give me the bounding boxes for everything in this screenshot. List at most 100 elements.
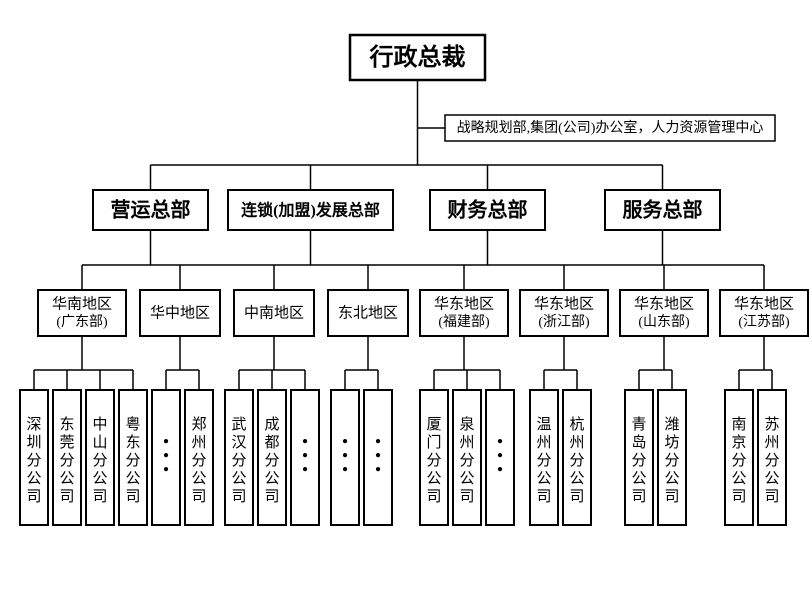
svg-text:司: 司	[536, 489, 551, 505]
svg-text:潍: 潍	[664, 416, 679, 433]
svg-text:司: 司	[764, 489, 779, 505]
svg-text:司: 司	[459, 489, 474, 505]
svg-text:州: 州	[459, 435, 474, 451]
ellipsis: •	[163, 460, 169, 480]
svg-text:州: 州	[569, 435, 584, 451]
branch-label: 青岛分公司	[631, 416, 646, 505]
svg-text:分: 分	[569, 452, 584, 469]
branch-label: 武汉分公司	[231, 416, 246, 505]
hq-label: 服务总部	[623, 198, 703, 222]
svg-text:分: 分	[26, 452, 41, 469]
side-label: 战略规划部,集团(公司)办公室，人力资源管理中心	[457, 119, 764, 136]
ellipsis: •	[342, 460, 348, 480]
ellipsis: •	[302, 460, 308, 480]
svg-text:东: 东	[125, 434, 140, 451]
region-sublabel: (浙江部)	[538, 314, 590, 330]
region-label: 华东地区	[534, 295, 594, 312]
svg-text:分: 分	[264, 452, 279, 469]
svg-text:都: 都	[264, 434, 279, 451]
svg-text:深: 深	[26, 416, 41, 433]
svg-text:岛: 岛	[631, 434, 646, 451]
svg-text:司: 司	[631, 489, 646, 505]
svg-text:中: 中	[92, 416, 107, 433]
svg-text:坊: 坊	[664, 434, 679, 451]
svg-text:分: 分	[664, 452, 679, 469]
branch-label: 东莞分公司	[59, 416, 74, 505]
hq-label: 连锁(加盟)发展总部	[241, 201, 380, 220]
svg-text:杭: 杭	[569, 416, 584, 433]
region-label: 华中地区	[150, 304, 210, 321]
svg-text:郑: 郑	[191, 416, 206, 433]
region-label: 华东地区	[634, 295, 694, 312]
svg-text:司: 司	[26, 489, 41, 505]
region-label: 华南地区	[52, 295, 112, 312]
svg-text:青: 青	[631, 416, 646, 433]
hq-label: 财务总部	[448, 198, 528, 222]
svg-text:南: 南	[731, 416, 746, 433]
svg-text:州: 州	[764, 435, 779, 451]
svg-text:公: 公	[231, 471, 246, 487]
svg-text:司: 司	[731, 489, 746, 505]
svg-text:公: 公	[125, 471, 140, 487]
region-sublabel: (山东部)	[638, 314, 690, 330]
svg-text:分: 分	[125, 452, 140, 469]
branch-label: 郑州分公司	[191, 416, 206, 505]
svg-text:公: 公	[631, 471, 646, 487]
region-label: 东北地区	[338, 304, 398, 321]
svg-text:泉: 泉	[459, 416, 474, 433]
branch-label: 杭州分公司	[569, 416, 584, 505]
ellipsis: •	[375, 460, 381, 480]
svg-text:公: 公	[664, 471, 679, 487]
svg-text:司: 司	[191, 489, 206, 505]
region-sublabel: (广东部)	[56, 314, 108, 330]
svg-text:司: 司	[231, 489, 246, 505]
branch-label: 苏州分公司	[764, 416, 779, 505]
branch-label: 南京分公司	[731, 416, 746, 505]
svg-text:司: 司	[125, 489, 140, 505]
region-label: 华东地区	[734, 295, 794, 312]
svg-text:公: 公	[536, 471, 551, 487]
svg-text:分: 分	[536, 452, 551, 469]
root-label: 行政总裁	[369, 43, 466, 71]
svg-text:分: 分	[459, 452, 474, 469]
svg-text:分: 分	[59, 452, 74, 469]
svg-text:分: 分	[731, 452, 746, 469]
svg-text:公: 公	[191, 471, 206, 487]
svg-text:门: 门	[426, 434, 441, 451]
svg-text:司: 司	[664, 489, 679, 505]
svg-text:公: 公	[731, 471, 746, 487]
svg-text:州: 州	[536, 435, 551, 451]
svg-text:分: 分	[92, 452, 107, 469]
svg-text:公: 公	[764, 471, 779, 487]
svg-text:京: 京	[731, 434, 746, 451]
branch-label: 厦门分公司	[426, 417, 441, 505]
svg-text:公: 公	[59, 471, 74, 487]
svg-text:东: 东	[59, 416, 74, 433]
branch-label: 中山分公司	[92, 416, 107, 505]
ellipsis: •	[497, 460, 503, 480]
branch-label: 温州分公司	[536, 416, 551, 505]
svg-text:公: 公	[264, 471, 279, 487]
svg-text:分: 分	[631, 452, 646, 469]
svg-text:武: 武	[231, 416, 246, 433]
svg-text:成: 成	[264, 416, 279, 433]
branch-label: 泉州分公司	[459, 416, 474, 505]
svg-text:公: 公	[426, 471, 441, 487]
region-label: 中南地区	[244, 304, 304, 321]
svg-text:公: 公	[569, 471, 584, 487]
svg-text:圳: 圳	[26, 434, 41, 451]
svg-text:司: 司	[569, 489, 584, 505]
svg-text:司: 司	[264, 489, 279, 505]
branch-label: 潍坊分公司	[664, 416, 679, 505]
svg-text:分: 分	[191, 452, 206, 469]
region-sublabel: (福建部)	[438, 314, 490, 330]
svg-text:分: 分	[231, 452, 246, 469]
svg-text:司: 司	[59, 489, 74, 505]
svg-text:公: 公	[459, 471, 474, 487]
svg-text:州: 州	[191, 435, 206, 451]
svg-text:公: 公	[26, 471, 41, 487]
svg-text:汉: 汉	[231, 434, 246, 451]
svg-text:山: 山	[92, 434, 107, 451]
org-chart: 行政总裁战略规划部,集团(公司)办公室，人力资源管理中心营运总部连锁(加盟)发展…	[0, 0, 810, 590]
branch-label: 深圳分公司	[26, 416, 41, 505]
